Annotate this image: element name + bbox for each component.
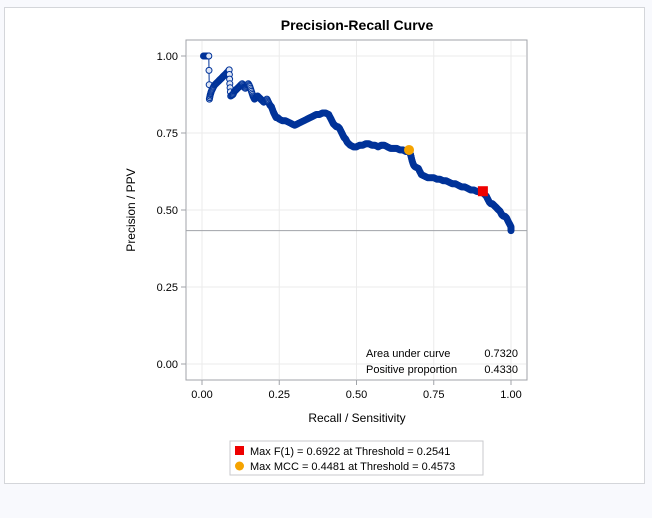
gridlines xyxy=(187,41,526,379)
x-tick-label: 0.75 xyxy=(423,389,444,401)
legend-swatch-max-mcc xyxy=(235,461,244,471)
legend: Max F(1) = 0.6922 at Threshold = 0.2541 … xyxy=(229,440,484,476)
legend-label-max-mcc: Max MCC = 0.4481 at Threshold = 0.4573 xyxy=(250,461,455,473)
y-tick-label: 0.50 xyxy=(157,205,178,217)
x-axis-label: Recall / Sensitivity xyxy=(308,411,405,425)
legend-label-max-f1: Max F(1) = 0.6922 at Threshold = 0.2541 xyxy=(250,446,450,458)
inset-table: Area under curve 0.7320 Positive proport… xyxy=(366,348,518,376)
pr-curve-point xyxy=(205,52,213,60)
y-axis-ticks: 0.00 0.25 0.50 0.75 1.00 xyxy=(157,51,186,371)
legend-swatch-max-f1 xyxy=(235,446,244,455)
chart-title: Precision-Recall Curve xyxy=(281,17,434,33)
inset-label-positive-proportion: Positive proportion xyxy=(366,364,457,376)
pr-curve-point xyxy=(507,227,515,235)
x-tick-label: 1.00 xyxy=(500,389,521,401)
y-tick-label: 0.75 xyxy=(157,128,178,140)
x-tick-label: 0.00 xyxy=(191,389,212,401)
x-axis-ticks: 0.00 0.25 0.50 0.75 1.00 xyxy=(191,380,522,401)
optimal-point-markers xyxy=(404,144,488,197)
y-tick-label: 1.00 xyxy=(157,51,178,63)
max-mcc-marker xyxy=(404,144,415,155)
x-tick-label: 0.50 xyxy=(346,389,367,401)
max-f1-marker xyxy=(477,186,488,197)
y-tick-label: 0.00 xyxy=(157,359,178,371)
inset-value-positive-proportion: 0.4330 xyxy=(484,364,518,376)
pr-curve-point xyxy=(205,66,213,74)
inset-label-auc: Area under curve xyxy=(366,348,450,360)
y-tick-label: 0.25 xyxy=(157,282,178,294)
inset-value-auc: 0.7320 xyxy=(484,348,518,360)
y-axis-label: Precision / PPV xyxy=(124,168,138,251)
legend-box xyxy=(229,440,484,476)
x-tick-label: 0.25 xyxy=(269,389,290,401)
